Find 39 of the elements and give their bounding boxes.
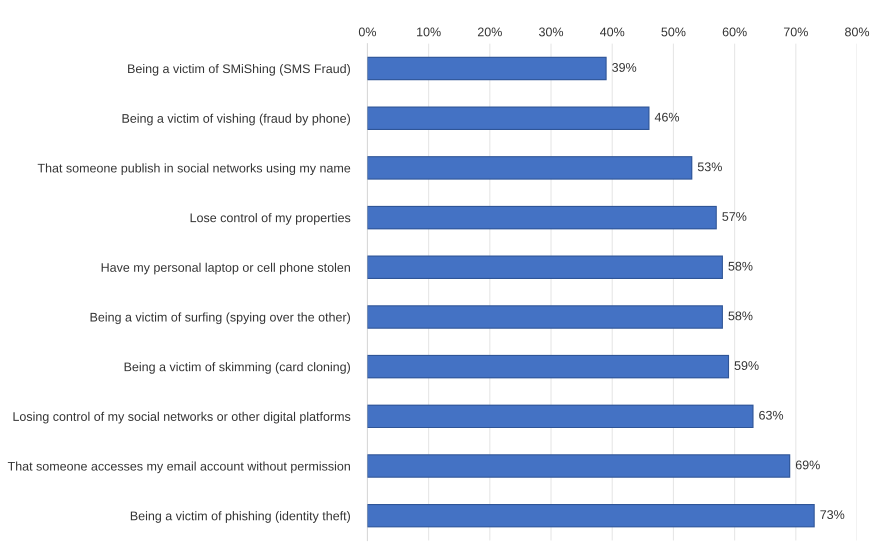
bar [367, 305, 723, 329]
y-tick-label: Being a victim of phishing (identity theft) [130, 511, 350, 523]
data-label: 53% [698, 162, 722, 172]
data-label: 58% [728, 311, 753, 320]
bar [367, 56, 607, 80]
y-tick-label: Lose control of my properties [190, 213, 350, 225]
y-tick-label: That someone accesses my email account without permission [8, 461, 350, 474]
y-tick-label: Being a victim of vishing (fraud by phone) [122, 114, 350, 126]
data-label: 59% [734, 361, 759, 370]
bar [367, 354, 730, 378]
data-label: 46% [654, 112, 680, 122]
bar [367, 106, 650, 130]
y-tick-label: Losing control of my social networks or other digital platforms [13, 412, 350, 424]
bar [367, 404, 754, 428]
bar [367, 454, 790, 478]
data-label: 57% [722, 212, 746, 221]
x-tick-label: 20% [478, 27, 502, 36]
data-label: 58% [728, 262, 753, 271]
data-label: 39% [612, 63, 636, 72]
data-label: 73% [820, 510, 844, 520]
bar [367, 256, 723, 279]
x-tick-label: 40% [600, 27, 624, 36]
y-tick-label: Being a victim of SMiShing (SMS Fraud) [128, 64, 350, 76]
data-label: 63% [759, 410, 784, 420]
x-tick-label: 70% [784, 27, 808, 36]
x-tick-label: 30% [538, 27, 564, 36]
x-tick-label: 50% [661, 27, 686, 36]
bar [367, 156, 692, 180]
x-tick-label: 0% [358, 27, 376, 36]
y-tick-label: Being a victim of surfing (spying over the other) [90, 312, 350, 324]
x-tick-label: 60% [722, 27, 747, 36]
bar [367, 504, 815, 528]
bar [367, 206, 717, 230]
x-tick-label: 80% [845, 27, 870, 36]
y-tick-label: Have my personal laptop or cell phone stolen [102, 262, 350, 274]
x-tick-label: 10% [417, 27, 441, 36]
y-tick-label: Being a victim of skimming (card cloning) [124, 362, 350, 374]
data-label: 69% [796, 460, 820, 470]
y-tick-label: That someone publish in social networks using my name [38, 163, 350, 176]
